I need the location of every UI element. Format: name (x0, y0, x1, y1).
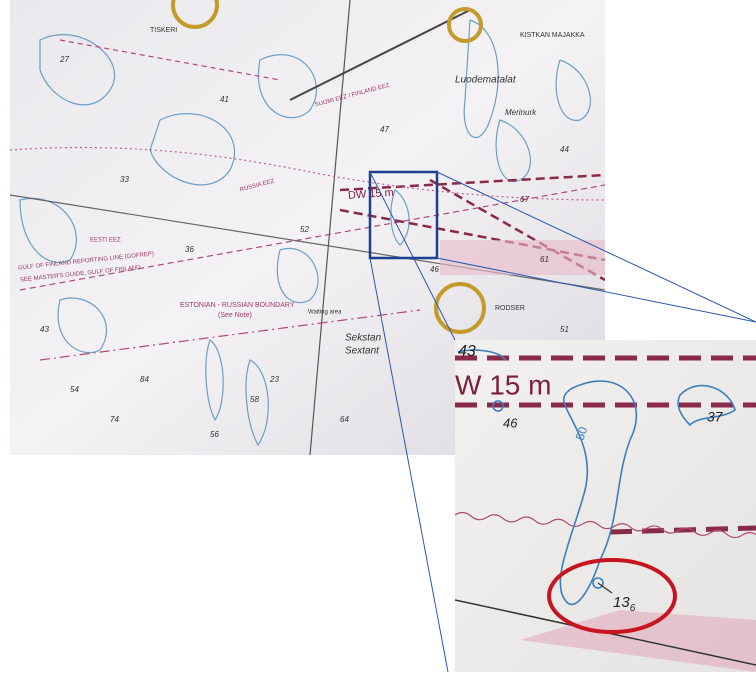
sounding: 43 (40, 325, 49, 334)
label: Sextant (345, 346, 380, 357)
connector (369, 171, 456, 341)
sounding: 54 (70, 385, 79, 394)
label: Merinurk (505, 108, 537, 117)
label: RODSER (495, 305, 525, 312)
label: Waiting area (308, 310, 342, 316)
inset-label: 43 (458, 343, 476, 360)
sounding: 36 (185, 245, 194, 254)
sounding: 64 (340, 415, 349, 424)
label: Sekstan (345, 333, 382, 344)
sounding: 84 (140, 375, 149, 384)
sounding: 74 (110, 415, 119, 424)
sounding: 52 (300, 225, 309, 234)
connector (436, 257, 756, 323)
contours (19, 19, 591, 447)
sounding: 56 (210, 430, 219, 439)
sounding: 33 (120, 175, 129, 184)
inset-label: 50 (573, 424, 591, 442)
inset-label: 37 (707, 409, 724, 425)
sounding: 47 (380, 125, 389, 134)
zoom-selection (368, 170, 439, 260)
inset-label: W 15 m (455, 369, 551, 400)
light-rings (171, 0, 486, 334)
label: KISTKAN MAJAKKA (520, 32, 585, 39)
sounding: 46 (430, 265, 439, 274)
sounding: 51 (560, 325, 569, 334)
sounding: 13 (613, 594, 630, 611)
sounding-sub: 6 (630, 603, 636, 614)
sounding: 44 (560, 145, 569, 154)
label: (See Note) (218, 312, 252, 319)
sounding: 58 (250, 395, 259, 404)
highlight-circle (547, 558, 677, 634)
sounding: 23 (269, 375, 279, 384)
route-lines (10, 0, 605, 455)
inset-label: 136 (613, 594, 636, 614)
connector (436, 171, 756, 323)
label: ESTONIAN - RUSSIAN BOUNDARY (180, 302, 295, 309)
inset-label: 46 (503, 415, 518, 430)
sounding: 27 (59, 55, 69, 64)
sounding: 41 (220, 95, 229, 104)
chart-photo: 2743547484563658234667446452386141334751… (10, 0, 605, 455)
label: Luodematalat (455, 75, 517, 86)
connector (369, 257, 449, 673)
label: TISKERI (150, 27, 177, 34)
sounding: 61 (540, 255, 549, 264)
label: EESTI EEZ (90, 238, 121, 244)
soundings: 2743547484563658234667446452386141334751 (40, 55, 569, 439)
zoom-inset: W 15 m 46 37 50 43 136 (455, 340, 756, 672)
sounding: 67 (520, 195, 529, 204)
